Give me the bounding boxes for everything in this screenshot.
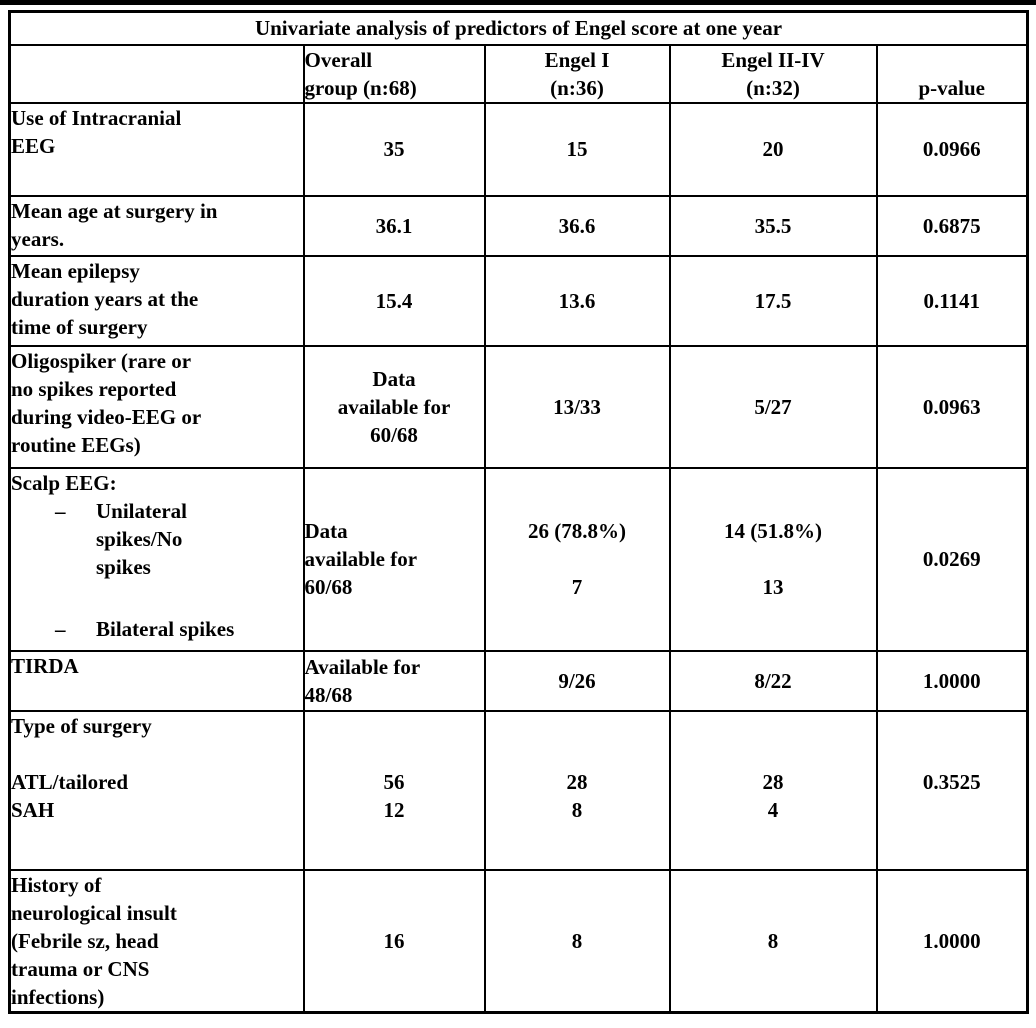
dash-bullet-icon: – bbox=[55, 616, 66, 641]
cell-engel24: 28 4 bbox=[668, 709, 878, 871]
cell-engel24: 8/22 bbox=[668, 649, 878, 712]
table-row-epilepsy-duration: Mean epilepsy duration years at the time… bbox=[8, 254, 1029, 347]
cell-engel1: 8 bbox=[483, 868, 671, 1013]
cell-p-value: 0.6875 bbox=[875, 194, 1029, 257]
header-row: Overall group (n:68) Engel I (n:36) Enge… bbox=[8, 43, 1029, 104]
cell-engel24: 5/27 bbox=[668, 344, 878, 469]
bullet-text: Unilateral spikes/No spikes bbox=[96, 498, 187, 579]
cell-overall: 15.4 bbox=[302, 254, 486, 347]
cell-predictor: Scalp EEG: – Unilateral spikes/No spikes… bbox=[8, 466, 305, 652]
cell-engel1: 13/33 bbox=[483, 344, 671, 469]
cell-p-value: 0.0966 bbox=[875, 101, 1029, 197]
table-row-oligospiker: Oligospiker (rare or no spikes reported … bbox=[8, 344, 1029, 469]
cell-engel24: 35.5 bbox=[668, 194, 878, 257]
table-row-intracranial-eeg: Use of Intracranial EEG 35 15 20 0.0966 bbox=[8, 101, 1029, 197]
cell-overall: 56 12 bbox=[302, 709, 486, 871]
cell-predictor: TIRDA bbox=[8, 649, 305, 712]
univariate-analysis-table: Univariate analysis of predictors of Eng… bbox=[8, 10, 1029, 1014]
cell-p-value: 0.0963 bbox=[875, 344, 1029, 469]
cell-overall: 36.1 bbox=[302, 194, 486, 257]
cell-p-value: 0.1141 bbox=[875, 254, 1029, 347]
dash-bullet-icon: – bbox=[55, 498, 66, 523]
cell-engel24: 20 bbox=[668, 101, 878, 197]
header-engel-2-4: Engel II-IV (n:32) bbox=[668, 43, 878, 104]
header-predictor-empty bbox=[8, 43, 305, 104]
header-engel-1: Engel I (n:36) bbox=[483, 43, 671, 104]
cell-predictor: Use of Intracranial EEG bbox=[8, 101, 305, 197]
cell-p-value: 1.0000 bbox=[875, 649, 1029, 712]
table-row-scalp-eeg: Scalp EEG: – Unilateral spikes/No spikes… bbox=[8, 466, 1029, 652]
table-row-surgery-type: Type of surgery ATL/tailored SAH 56 12 2… bbox=[8, 709, 1029, 871]
scalp-eeg-bullet-bilateral: – Bilateral spikes bbox=[12, 615, 302, 643]
table-row-neurological-insult: History of neurological insult (Febrile … bbox=[8, 868, 1029, 1013]
table-title: Univariate analysis of predictors of Eng… bbox=[8, 10, 1029, 46]
cell-p-value: 0.3525 bbox=[875, 709, 1029, 871]
cell-engel24: 14 (51.8%) 13 bbox=[668, 466, 878, 652]
cell-overall: Data available for 60/68 bbox=[302, 344, 486, 469]
cell-engel24: 17.5 bbox=[668, 254, 878, 347]
cell-p-value: 0.0269 bbox=[875, 466, 1029, 652]
cell-overall: 35 bbox=[302, 101, 486, 197]
cell-p-value: 1.0000 bbox=[875, 868, 1029, 1013]
scalp-eeg-bullet-unilateral: – Unilateral spikes/No spikes bbox=[12, 497, 302, 581]
table-row-tirda: TIRDA Available for 48/68 9/26 8/22 1.00… bbox=[8, 649, 1029, 712]
cell-engel1: 13.6 bbox=[483, 254, 671, 347]
bullet-text: Bilateral spikes bbox=[96, 616, 235, 641]
cell-predictor: Oligospiker (rare or no spikes reported … bbox=[8, 344, 305, 469]
cell-engel1: 28 8 bbox=[483, 709, 671, 871]
cell-overall: Available for 48/68 bbox=[302, 649, 486, 712]
cell-engel1: 36.6 bbox=[483, 194, 671, 257]
cell-predictor: History of neurological insult (Febrile … bbox=[8, 868, 305, 1013]
cell-predictor: Mean age at surgery in years. bbox=[8, 194, 305, 257]
cell-engel1: 15 bbox=[483, 101, 671, 197]
title-row: Univariate analysis of predictors of Eng… bbox=[8, 10, 1029, 46]
header-p-value: p-value bbox=[875, 43, 1029, 104]
cell-predictor: Mean epilepsy duration years at the time… bbox=[8, 254, 305, 347]
cell-overall: Data available for 60/68 bbox=[302, 466, 486, 652]
cell-engel1: 9/26 bbox=[483, 649, 671, 712]
table-row-mean-age: Mean age at surgery in years. 36.1 36.6 … bbox=[8, 194, 1029, 257]
cell-predictor: Type of surgery ATL/tailored SAH bbox=[8, 709, 305, 871]
cell-overall: 16 bbox=[302, 868, 486, 1013]
page-top-border bbox=[0, 0, 1036, 5]
header-overall-group: Overall group (n:68) bbox=[302, 43, 486, 104]
cell-engel1: 26 (78.8%) 7 bbox=[483, 466, 671, 652]
scalp-eeg-heading: Scalp EEG: bbox=[11, 470, 117, 495]
cell-engel24: 8 bbox=[668, 868, 878, 1013]
